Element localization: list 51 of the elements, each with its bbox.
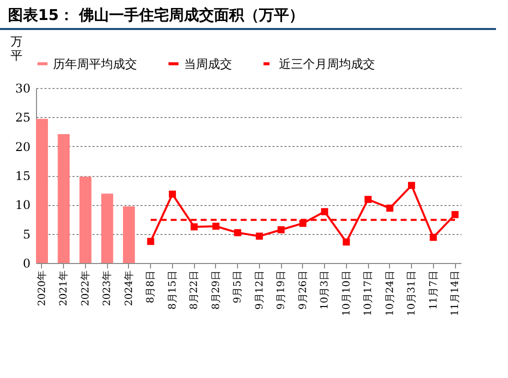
x-tick-label: 10月24日: [384, 270, 396, 316]
x-tick-label: 2024年: [122, 270, 135, 306]
x-tick-label: 2022年: [79, 270, 92, 306]
x-tick-label: 8月29日: [210, 270, 222, 310]
x-tick-label: 10月17日: [363, 270, 374, 316]
point: [451, 211, 459, 218]
x-tick-label: 9月12日: [254, 270, 266, 310]
x-tick-label: 10月10日: [341, 270, 352, 316]
point: [234, 229, 242, 236]
y-tick-label: 0: [22, 256, 30, 270]
y-tick-label: 20: [15, 140, 30, 154]
x-tick-label: 2023年: [101, 270, 114, 306]
y-tick-label: 25: [15, 110, 30, 125]
point: [147, 238, 154, 245]
legend-label: 当周成交: [184, 56, 232, 71]
chart-title: 图表15： 佛山一手住宅周成交面积（万平）: [0, 0, 496, 30]
point: [408, 182, 416, 189]
x-tick-label: 11月7日: [428, 270, 440, 310]
x-tick-label: 8月8日: [146, 270, 157, 304]
bar: [101, 194, 114, 263]
x-tick-label: 9月19日: [276, 270, 288, 310]
point: [386, 204, 394, 212]
x-tick-label: 9月26日: [298, 270, 309, 310]
point: [256, 232, 263, 240]
bar: [58, 134, 70, 263]
point: [168, 190, 176, 198]
x-tick-label: 10月31日: [406, 270, 418, 316]
y-tick-label: 15: [15, 169, 30, 183]
point: [278, 226, 285, 234]
x-tick-label: 8月15日: [167, 270, 178, 310]
x-tick-label: 8月22日: [189, 270, 200, 310]
y-tick-label: 10: [15, 198, 30, 212]
y-tick-label: 30: [15, 82, 30, 96]
x-tick-label: 11月14日: [450, 270, 462, 316]
point: [364, 196, 372, 203]
legend-label: 近三个月周均成交: [279, 56, 375, 71]
bar: [122, 206, 135, 263]
legend-label: 历年周平均成交: [53, 56, 137, 71]
y-axis-title: 万平: [10, 34, 22, 62]
x-tick-label: 2020年: [36, 270, 48, 306]
x-tick-label: 2021年: [58, 270, 70, 306]
point: [342, 238, 350, 246]
point: [212, 222, 220, 230]
point: [430, 234, 437, 241]
bar: [79, 176, 92, 263]
point: [190, 223, 198, 230]
point: [321, 208, 328, 216]
x-tick-label: 10月3日: [320, 270, 331, 310]
bar: [36, 118, 48, 263]
y-tick-label: 5: [22, 227, 30, 242]
x-tick-label: 9月5日: [232, 270, 244, 304]
